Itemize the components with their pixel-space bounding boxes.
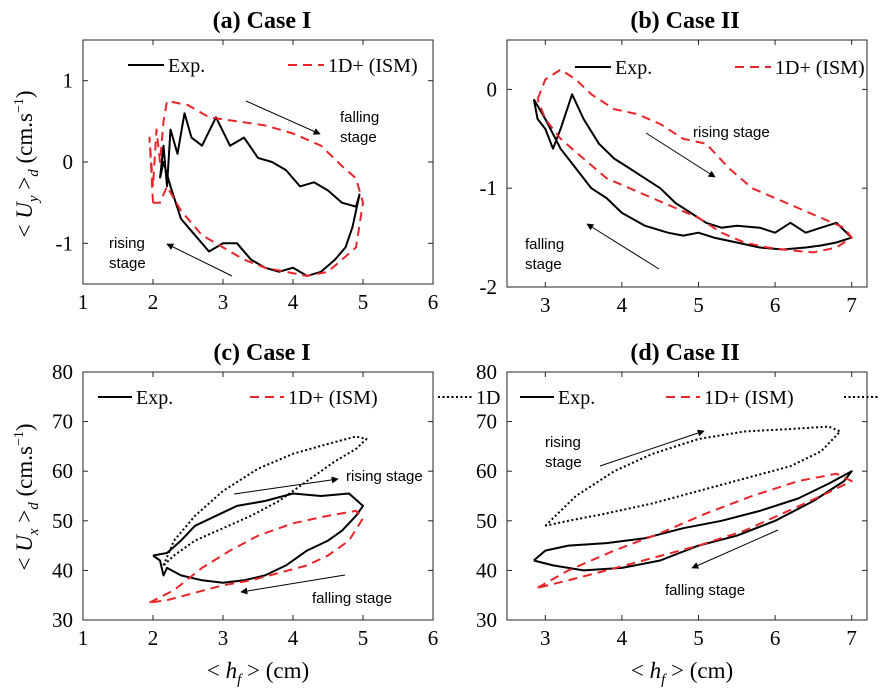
annotation-text: stage [525, 256, 562, 273]
panel-a-ylabel: < Uy >d (cm.s−1) [12, 90, 42, 237]
annotation-arrow [166, 243, 233, 277]
x-tick-label: 5 [693, 626, 704, 650]
panel-c-title: (c) Case I [213, 340, 310, 366]
annotation-arrow [599, 429, 705, 467]
series-line-exp [533, 470, 853, 572]
annotation-text: rising [545, 434, 581, 451]
axes-frame-c [82, 371, 434, 621]
legend-label: 1D [476, 387, 500, 409]
annotation-text: stage [545, 454, 582, 471]
annotation-arrow [233, 476, 339, 495]
y-tick-label: 80 [52, 360, 73, 384]
y-tick-label: 70 [476, 410, 497, 434]
y-tick-label: 0 [487, 77, 498, 101]
legend-label: 1D+ (ISM) [704, 387, 794, 409]
legend-label: Exp. [615, 57, 652, 79]
annotation-text: falling stage [312, 590, 392, 607]
series-line-exp [152, 492, 364, 584]
legend-label: Exp. [168, 55, 205, 77]
y-tick-label: 30 [52, 608, 73, 632]
x-tick-label: 5 [693, 293, 704, 317]
y-tick-label: 40 [476, 558, 497, 582]
x-tick-label: 2 [148, 290, 159, 314]
annotation-arrow [240, 574, 346, 595]
series-line-exp [159, 112, 361, 277]
panel-c-xlabel: < hf > (cm) [207, 658, 309, 688]
annotation-text: rising stage [693, 124, 770, 141]
y-tick-label: 60 [52, 459, 73, 483]
y-tick-label: -1 [480, 176, 498, 200]
annotation-arrow [645, 132, 716, 178]
annotation-text: stage [109, 255, 146, 272]
y-tick-label: 60 [476, 459, 497, 483]
panel-d-title: (d) Case II [630, 340, 739, 366]
legend-label: Exp. [558, 387, 595, 409]
panel-a-title: (a) Case I [213, 8, 312, 34]
y-tick-label: 30 [476, 608, 497, 632]
x-tick-label: 6 [770, 626, 781, 650]
annotation-arrow [691, 529, 779, 569]
x-tick-label: 6 [428, 626, 439, 650]
x-tick-label: 3 [540, 293, 551, 317]
y-tick-label: 50 [476, 509, 497, 533]
x-tick-label: 3 [540, 626, 551, 650]
axes-frame-d [506, 371, 868, 621]
legend-label: Exp. [136, 387, 173, 409]
y-tick-label: 1 [63, 69, 74, 93]
x-tick-label: 5 [358, 626, 369, 650]
x-tick-label: 5 [358, 290, 369, 314]
series-line-1d-ism [149, 509, 364, 604]
annotation-text: rising [109, 235, 145, 252]
plot-c: 1 2 3 4 5 6 30 40 50 60 70 80 Exp. 1D+ (ISM) 1D rising … [52, 360, 500, 650]
x-tick-label: 6 [428, 290, 439, 314]
legend-label: 1D+ (ISM) [775, 57, 865, 79]
panel-c: (c) Case I [213, 340, 310, 366]
x-tick-label: 2 [148, 626, 159, 650]
x-tick-label: 3 [218, 290, 229, 314]
annotation-text: stage [340, 129, 377, 146]
x-tick-label: 6 [770, 293, 781, 317]
annotation-text: falling stage [665, 582, 745, 599]
series-line-1d-ism [536, 68, 853, 254]
legend-label: 1D+ (ISM) [288, 387, 378, 409]
y-tick-label: -2 [480, 275, 498, 299]
annotation-text: falling [340, 109, 379, 126]
panel-c-ylabel: < Ux >d (cm.s−1) [12, 423, 42, 570]
axes-frame-b [506, 39, 868, 288]
series-line-1d [162, 435, 368, 567]
panel-d: (d) Case II [630, 340, 739, 366]
panel-b-title: (b) Case II [630, 8, 739, 34]
x-tick-label: 4 [617, 293, 628, 317]
plot-a: 1 2 3 4 5 6 -1 0 1 Exp. 1D+ (ISM) falling stage risin… [56, 39, 439, 314]
x-tick-label: 7 [846, 626, 857, 650]
x-tick-label: 3 [218, 626, 229, 650]
x-tick-label: 1 [78, 290, 89, 314]
x-tick-label: 1 [78, 626, 89, 650]
annotation-arrow [245, 100, 321, 135]
panel-d-xlabel: < hf > (cm) [631, 658, 733, 688]
plot-b: 3 4 5 6 7 -2 -1 0 Exp. 1D+ (ISM) rising stage falli… [480, 39, 868, 317]
panel-a: (a) Case I [213, 8, 312, 34]
y-tick-label: 70 [52, 410, 73, 434]
x-tick-label: 4 [617, 626, 628, 650]
panel-b: (b) Case II [630, 8, 739, 34]
x-tick-label: 4 [288, 290, 299, 314]
x-tick-label: 4 [288, 626, 299, 650]
y-tick-label: 80 [476, 360, 497, 384]
series-line-1d-ism [537, 472, 853, 589]
y-tick-label: -1 [56, 231, 74, 255]
legend-label: 1D+ (ISM) [328, 55, 418, 77]
annotation-arrow [586, 223, 660, 270]
plot-d: 3 4 5 6 7 30 40 50 60 70 80 Exp. 1D+ (ISM) 1D rising st… [476, 360, 878, 650]
y-tick-label: 40 [52, 558, 73, 582]
annotation-text: falling [525, 236, 564, 253]
y-tick-label: 50 [52, 509, 73, 533]
y-tick-label: 0 [63, 150, 74, 174]
x-tick-label: 7 [846, 293, 857, 317]
annotation-text: rising stage [346, 468, 423, 485]
series-line-exp [532, 93, 853, 251]
series-line-1d-ism [148, 100, 364, 277]
